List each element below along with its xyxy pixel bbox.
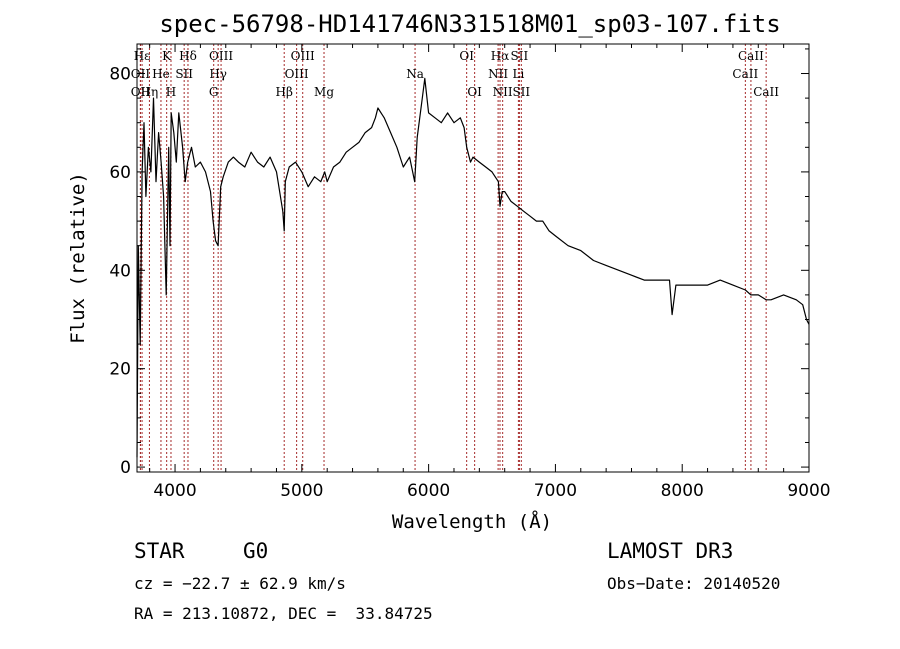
spectral-line-label: He (152, 67, 170, 81)
spectral-line-label: NII (488, 67, 508, 81)
x-axis-ticks: 4000 5000 6000 7000 8000 9000 (149, 44, 831, 501)
spectral-line-label: NII (493, 85, 513, 99)
spectral-line-label: G (209, 85, 219, 99)
spectral-line-label: OIII (291, 49, 315, 63)
spectral-line-label: H (166, 85, 176, 99)
spectral-line-label: SII (512, 85, 530, 99)
y-axis-ticks: 0 20 40 60 80 (109, 48, 809, 478)
redshift-info: cz = −22.7 ± 62.9 km/s (134, 574, 346, 593)
survey-name: LAMOST DR3 (607, 539, 734, 563)
spectral-line-label: Hα (491, 49, 510, 63)
chart-title: spec-56798-HD141746N331518M01_sp03-107.f… (159, 10, 780, 38)
object-class: STAR (134, 539, 185, 563)
coordinates: RA = 213.10872, DEC = 33.84725 (134, 604, 433, 623)
spectral-line-markers: HεOIIOIIHηHeKHSIIHδOIIIHγGHβOIIIOIIIMgNa… (131, 44, 779, 472)
observation-date: Obs−Date: 20140520 (607, 574, 781, 593)
spectral-line-label: SII (511, 49, 529, 63)
spectral-line-label: Hβ (276, 85, 293, 99)
spectral-line-label: OIII (285, 67, 309, 81)
spectral-line-label: Hγ (209, 67, 227, 81)
y-tick-label: 80 (109, 65, 131, 85)
spectral-line-label: CaII (753, 85, 779, 99)
spectral-line-label: OI (467, 85, 482, 99)
x-tick-label: 5000 (280, 481, 323, 501)
y-tick-label: 40 (109, 261, 131, 281)
spectral-line-label: Hε (134, 49, 151, 63)
spectral-line-label: SII (175, 67, 193, 81)
spectral-line-label: OII (131, 85, 151, 99)
plot-frame (136, 43, 810, 473)
x-tick-label: 8000 (661, 481, 704, 501)
x-tick-label: 7000 (534, 481, 577, 501)
spectral-line-label: Mg (314, 85, 334, 99)
y-tick-label: 0 (120, 458, 131, 478)
spectral-line-label: CaII (738, 49, 764, 63)
spectral-line-label: OIII (209, 49, 233, 63)
spectrum-series (136, 77, 810, 458)
y-tick-label: 20 (109, 360, 131, 380)
spectral-line-label: Hη (141, 85, 159, 99)
y-tick-label: 60 (109, 163, 131, 183)
spectrum-line (136, 77, 810, 458)
x-tick-label: 9000 (787, 481, 830, 501)
x-axis-label: Wavelength (Å) (392, 510, 552, 533)
spectral-line-label: K (162, 49, 172, 63)
object-subclass: G0 (243, 539, 269, 563)
spectral-line-label: OI (459, 49, 474, 63)
y-axis-label: Flux (relative) (67, 172, 89, 344)
spectral-line-label: Na (406, 67, 424, 81)
spectral-line-label: Hδ (179, 49, 197, 63)
x-tick-label: 4000 (153, 481, 196, 501)
spectral-line-label: Li (512, 67, 524, 81)
spectral-line-label: CaII (732, 67, 758, 81)
x-tick-label: 6000 (407, 481, 450, 501)
